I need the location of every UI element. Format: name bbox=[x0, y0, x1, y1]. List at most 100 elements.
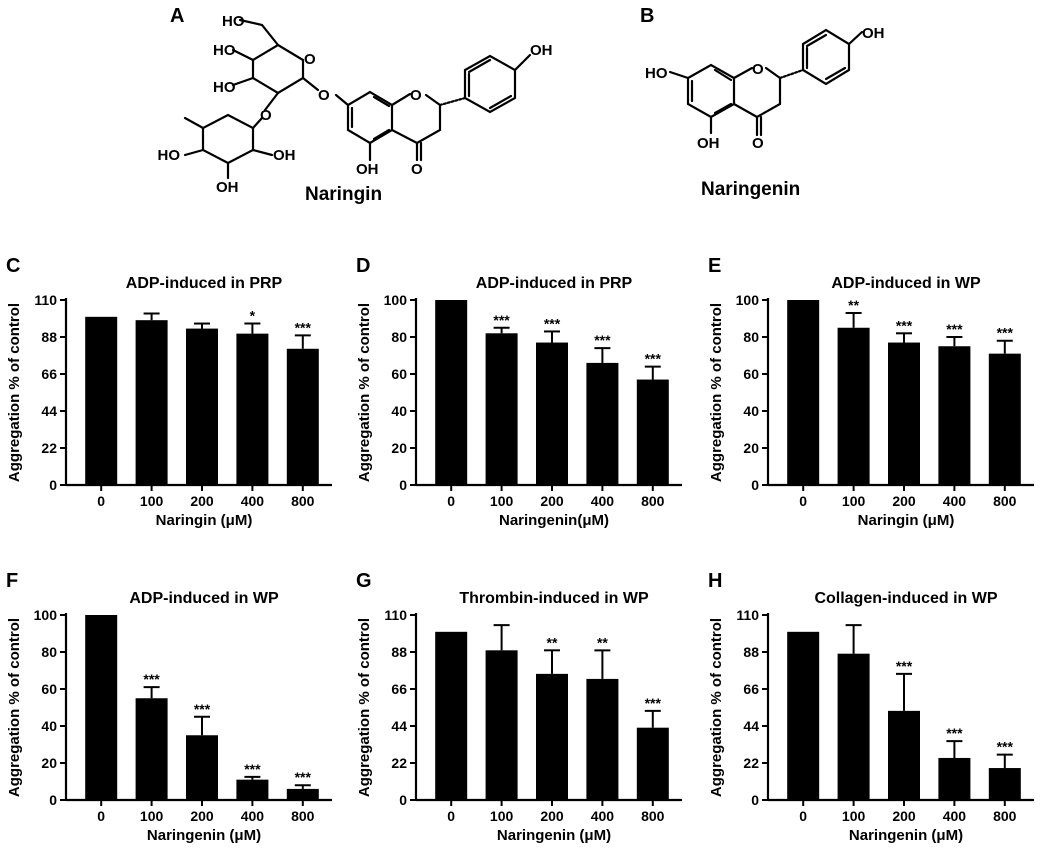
y-tick-label: 22 bbox=[41, 440, 57, 456]
y-tick-label: 88 bbox=[743, 644, 759, 660]
significance-label: *** bbox=[645, 351, 662, 367]
x-tick-label: 200 bbox=[190, 808, 214, 824]
panel-letter-d: D bbox=[356, 255, 370, 277]
x-tick-label: 800 bbox=[291, 808, 315, 824]
bar bbox=[435, 300, 468, 485]
y-tick-label: 60 bbox=[743, 366, 759, 382]
atom-label: OH bbox=[697, 135, 720, 152]
bar bbox=[636, 727, 669, 800]
y-tick-label: 20 bbox=[391, 440, 407, 456]
x-tick-label: 0 bbox=[97, 808, 105, 824]
y-tick-label: 88 bbox=[391, 644, 407, 660]
bar bbox=[135, 698, 168, 800]
y-tick-label: 44 bbox=[391, 718, 407, 734]
chart-panel-h: H Collagen-induced in WP Aggregation % of … bbox=[708, 570, 1034, 844]
y-axis-label: Aggregation % of control bbox=[6, 618, 23, 797]
chart-title: ADP-induced in PRP bbox=[476, 275, 633, 292]
significance-label: *** bbox=[295, 319, 312, 335]
significance-label: ** bbox=[848, 297, 859, 313]
y-tick-label: 60 bbox=[41, 681, 57, 697]
y-tick-label: 20 bbox=[41, 755, 57, 771]
a-ring bbox=[346, 90, 394, 145]
significance-label: *** bbox=[143, 671, 160, 687]
x-tick-label: 400 bbox=[591, 493, 615, 509]
bar bbox=[435, 631, 468, 800]
chart-title: ADP-induced in PRP bbox=[126, 275, 283, 292]
bar bbox=[236, 333, 269, 485]
x-axis-label: Naringenin (μM) bbox=[147, 827, 261, 844]
y-tick-label: 40 bbox=[391, 403, 407, 419]
bar bbox=[186, 328, 218, 485]
b-ring bbox=[801, 28, 851, 86]
bar bbox=[988, 353, 1021, 485]
significance-label: *** bbox=[594, 332, 611, 348]
y-tick-label: 22 bbox=[391, 755, 407, 771]
y-tick-label: 66 bbox=[391, 681, 407, 697]
bar bbox=[85, 615, 118, 800]
significance-label: ** bbox=[547, 634, 558, 650]
x-axis-label: Naringenin(μM) bbox=[499, 512, 609, 529]
x-tick-label: 800 bbox=[993, 808, 1017, 824]
x-tick-label: 0 bbox=[447, 808, 455, 824]
x-tick-label: 400 bbox=[943, 808, 967, 824]
y-tick-label: 88 bbox=[41, 329, 57, 345]
x-axis-label: Naringenin (μM) bbox=[849, 827, 963, 844]
x-tick-label: 0 bbox=[799, 808, 807, 824]
significance-label: *** bbox=[645, 695, 662, 711]
y-tick-label: 80 bbox=[743, 329, 759, 345]
atom-label: O bbox=[318, 87, 330, 104]
atom-label: OH bbox=[862, 25, 885, 42]
y-tick-label: 20 bbox=[743, 440, 759, 456]
atom-label: O bbox=[410, 87, 422, 104]
y-tick-label: 44 bbox=[41, 403, 57, 419]
y-tick-label: 0 bbox=[751, 792, 759, 808]
x-tick-label: 200 bbox=[190, 493, 214, 509]
panel-letter-g: G bbox=[356, 570, 372, 592]
atom-label: O bbox=[260, 107, 272, 124]
bar bbox=[938, 346, 971, 485]
atom-label: HO bbox=[213, 42, 236, 59]
y-tick-label: 44 bbox=[743, 718, 759, 734]
bar bbox=[286, 348, 319, 485]
bar bbox=[787, 631, 820, 800]
y-tick-label: 100 bbox=[736, 292, 760, 308]
panel-letter-e: E bbox=[708, 255, 721, 277]
x-tick-label: 800 bbox=[641, 808, 665, 824]
x-tick-label: 400 bbox=[241, 808, 265, 824]
bar bbox=[888, 342, 920, 485]
significance-label: *** bbox=[244, 761, 261, 777]
chart-title: ADP-induced in WP bbox=[129, 590, 279, 607]
y-axis-label: Aggregation % of control bbox=[356, 618, 373, 797]
panel-letter-a: A bbox=[170, 5, 184, 27]
atom-label: O bbox=[304, 51, 316, 68]
atom-label: O bbox=[411, 161, 423, 178]
a-ring bbox=[686, 63, 736, 119]
chart-panel-g: G Thrombin-induced in WP Aggregation % of … bbox=[356, 570, 682, 844]
chart-title: Thrombin-induced in WP bbox=[459, 590, 649, 607]
bar bbox=[586, 678, 619, 800]
bar bbox=[938, 757, 971, 800]
y-tick-label: 66 bbox=[743, 681, 759, 697]
y-tick-label: 110 bbox=[384, 607, 407, 623]
y-tick-label: 0 bbox=[751, 477, 759, 493]
bar bbox=[186, 735, 218, 800]
x-axis-label: Naringin (μM) bbox=[858, 512, 955, 529]
y-axis-label: Aggregation % of control bbox=[708, 303, 725, 482]
significance-label: *** bbox=[946, 725, 963, 741]
atom-label: OH bbox=[216, 179, 239, 196]
y-tick-label: 0 bbox=[399, 477, 407, 493]
x-axis-label: Naringenin (μM) bbox=[497, 827, 611, 844]
y-tick-label: 100 bbox=[34, 607, 58, 623]
x-tick-label: 0 bbox=[447, 493, 455, 509]
significance-label: *** bbox=[997, 739, 1014, 755]
y-tick-label: 22 bbox=[743, 755, 759, 771]
compound-name-naringenin: Naringenin bbox=[701, 179, 800, 200]
panel-letter-c: C bbox=[6, 255, 20, 277]
b-ring bbox=[463, 54, 517, 114]
x-tick-label: 100 bbox=[842, 493, 866, 509]
y-tick-label: 110 bbox=[736, 607, 759, 623]
chart-panel-f: F ADP-induced in WP Aggregation % of contr… bbox=[6, 570, 332, 844]
bar bbox=[787, 300, 820, 485]
atom-label: OH bbox=[356, 161, 379, 178]
x-tick-label: 0 bbox=[97, 493, 105, 509]
